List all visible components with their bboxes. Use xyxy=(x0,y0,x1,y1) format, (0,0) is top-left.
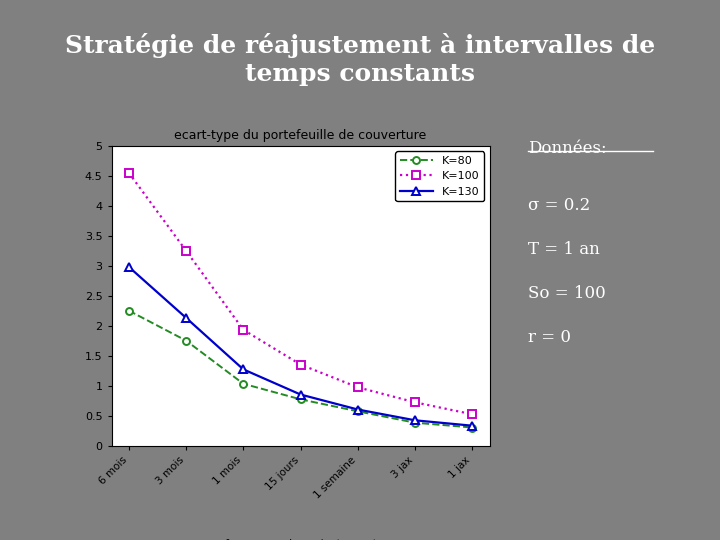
X-axis label: frequence de reajustement: frequence de reajustement xyxy=(225,539,377,540)
Text: σ = 0.2: σ = 0.2 xyxy=(528,197,590,213)
K=100 xyxy=(125,170,133,176)
Title: ecart-type du portefeuille de couverture: ecart-type du portefeuille de couverture xyxy=(174,129,427,142)
Text: T = 1 an: T = 1 an xyxy=(528,241,600,258)
Text: So = 100: So = 100 xyxy=(528,285,606,302)
K=130 xyxy=(411,417,420,423)
K=130 xyxy=(468,422,477,429)
K=80 xyxy=(125,307,133,314)
K=80 xyxy=(239,381,248,387)
K=80 xyxy=(181,338,190,344)
K=80 xyxy=(468,424,477,431)
K=80 xyxy=(411,420,420,426)
K=100 xyxy=(239,327,248,333)
K=100 xyxy=(297,361,305,368)
Legend: K=80, K=100, K=130: K=80, K=100, K=130 xyxy=(395,151,484,201)
Text: Stratégie de réajustement à intervalles de
temps constants: Stratégie de réajustement à intervalles … xyxy=(65,33,655,86)
Line: K=80: K=80 xyxy=(125,307,476,431)
K=130 xyxy=(181,315,190,321)
Text: r = 0: r = 0 xyxy=(528,329,571,346)
K=100 xyxy=(468,411,477,417)
K=100 xyxy=(354,384,362,390)
K=100 xyxy=(411,399,420,406)
K=130 xyxy=(297,392,305,398)
K=130 xyxy=(239,366,248,373)
K=80 xyxy=(297,396,305,403)
Line: K=130: K=130 xyxy=(125,263,477,430)
Text: Données:: Données: xyxy=(528,139,606,157)
K=130 xyxy=(125,264,133,270)
K=80 xyxy=(354,408,362,415)
Line: K=100: K=100 xyxy=(125,168,477,418)
K=130 xyxy=(354,406,362,413)
K=100 xyxy=(181,247,190,254)
